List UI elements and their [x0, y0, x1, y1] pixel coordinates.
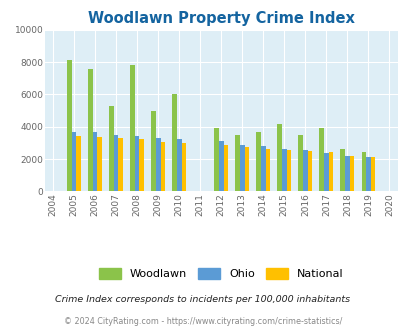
Bar	[239, 145, 244, 191]
Bar	[277, 124, 281, 191]
Bar	[177, 139, 181, 191]
Bar	[218, 141, 223, 191]
Legend: Woodlawn, Ohio, National: Woodlawn, Ohio, National	[95, 265, 346, 283]
Bar	[349, 156, 354, 191]
Bar	[67, 60, 72, 191]
Bar	[302, 150, 307, 191]
Bar	[72, 132, 76, 191]
Bar	[130, 65, 134, 191]
Bar	[97, 137, 102, 191]
Bar	[93, 132, 97, 191]
Bar	[214, 128, 218, 191]
Bar	[172, 94, 177, 191]
Bar	[223, 145, 228, 191]
Bar	[360, 152, 365, 191]
Bar	[344, 156, 349, 191]
Text: Crime Index corresponds to incidents per 100,000 inhabitants: Crime Index corresponds to incidents per…	[55, 295, 350, 304]
Bar	[160, 142, 165, 191]
Bar	[109, 106, 113, 191]
Bar	[244, 147, 249, 191]
Bar	[281, 149, 286, 191]
Bar	[370, 157, 375, 191]
Bar	[76, 136, 81, 191]
Bar	[298, 135, 302, 191]
Bar	[156, 138, 160, 191]
Bar	[340, 149, 344, 191]
Bar	[265, 148, 270, 191]
Bar	[307, 151, 311, 191]
Bar	[323, 152, 328, 191]
Bar	[319, 127, 323, 191]
Text: © 2024 CityRating.com - https://www.cityrating.com/crime-statistics/: © 2024 CityRating.com - https://www.city…	[64, 317, 341, 326]
Bar	[151, 111, 156, 191]
Bar	[260, 146, 265, 191]
Title: Woodlawn Property Crime Index: Woodlawn Property Crime Index	[87, 11, 354, 26]
Bar	[181, 143, 186, 191]
Bar	[256, 132, 260, 191]
Bar	[88, 69, 93, 191]
Bar	[139, 139, 144, 191]
Bar	[365, 157, 370, 191]
Bar	[118, 138, 123, 191]
Bar	[235, 135, 239, 191]
Bar	[286, 150, 290, 191]
Bar	[113, 135, 118, 191]
Bar	[134, 136, 139, 191]
Bar	[328, 152, 333, 191]
